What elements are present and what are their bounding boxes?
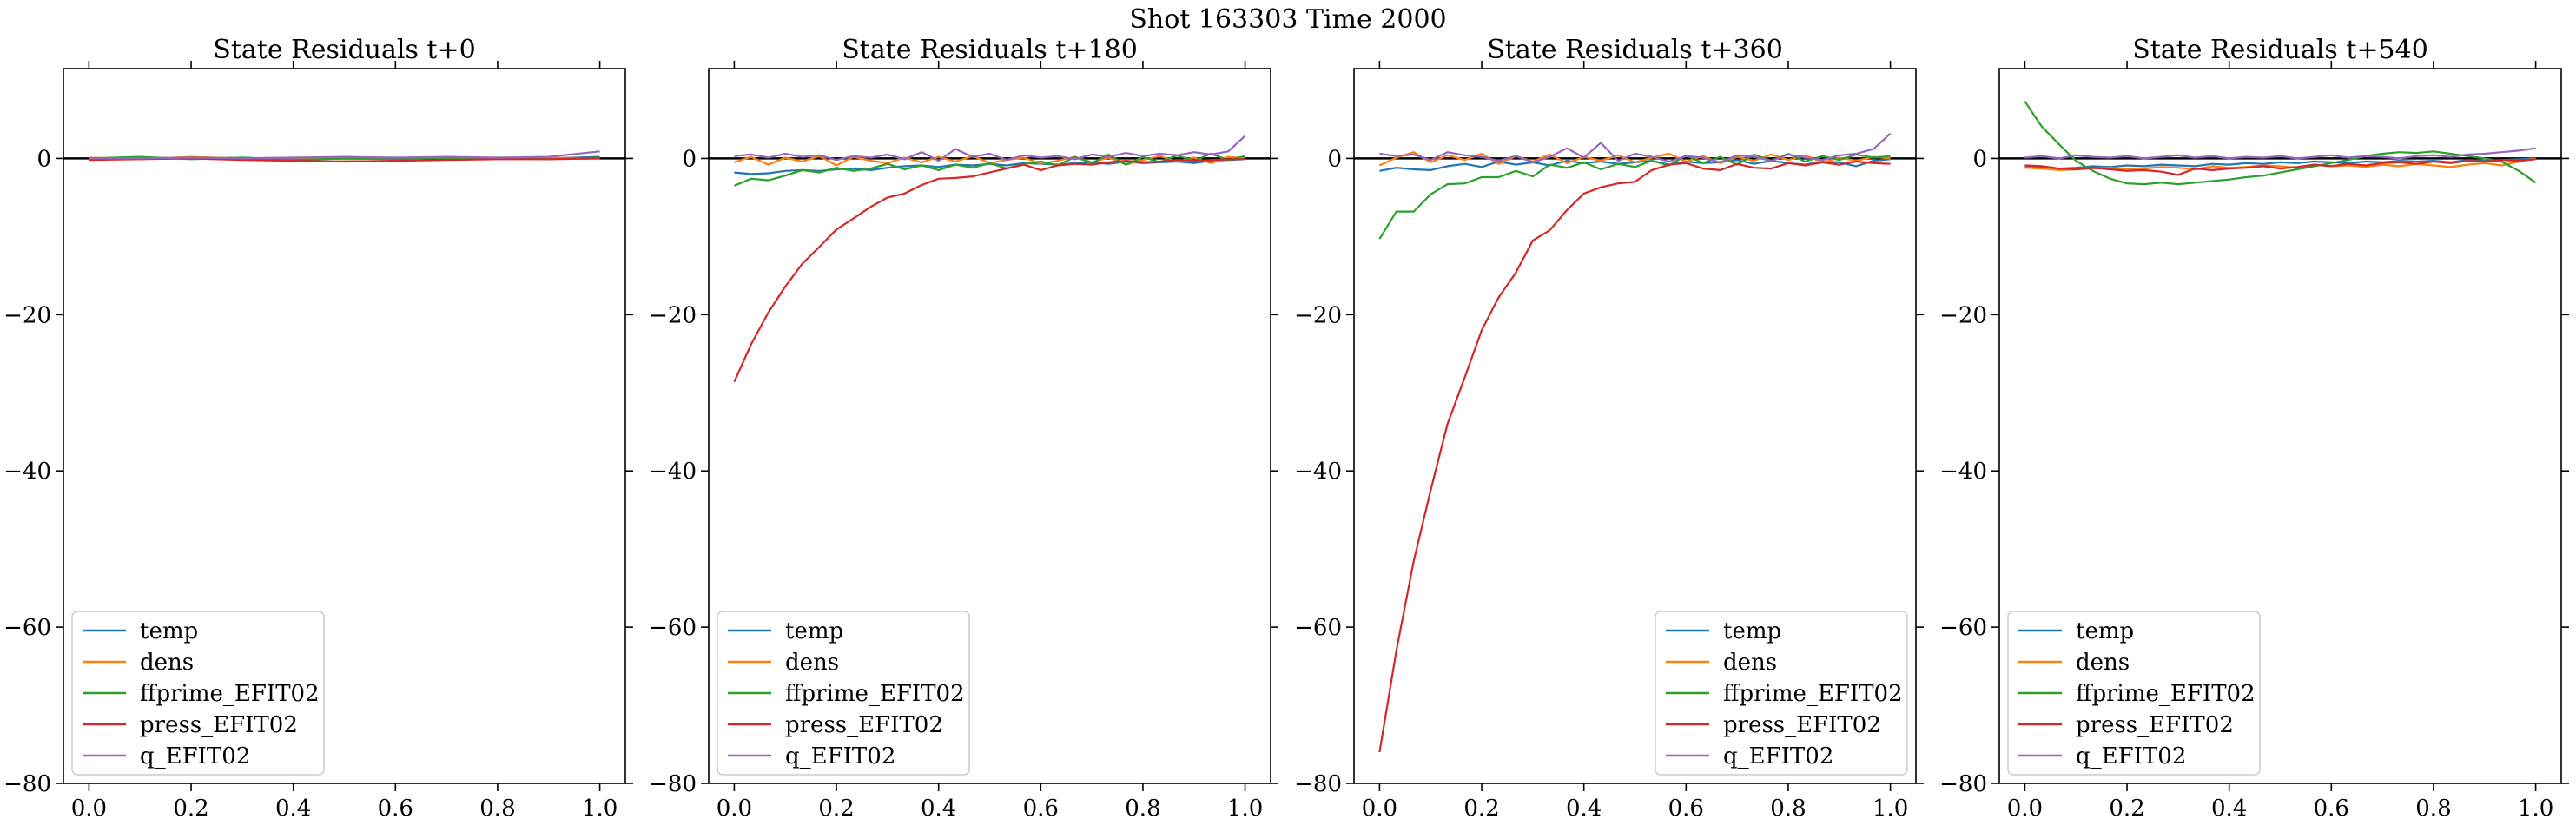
series-line-dens	[1378, 151, 1891, 167]
subplot-title: State Residuals t+540	[2132, 35, 2428, 65]
y-tick-label: −20	[3, 302, 51, 328]
axes-frame	[708, 68, 1271, 784]
legend-box	[717, 611, 970, 776]
y-tick-label: −60	[1939, 615, 1987, 641]
subplot-1: State Residuals t+0 0.0 0.2 0.4 0.6 0.8 1.0 0 −2…	[3, 35, 633, 819]
y-tick-label: −40	[649, 459, 697, 485]
legend-label: press_EFIT02	[140, 712, 298, 738]
legend: temp dens ffprime_EFIT02 press_EFIT02 q_EFIT…	[2007, 611, 2261, 776]
legend-label: ffprime_EFIT02	[785, 681, 965, 707]
x-tick-label: 0.0	[717, 796, 752, 819]
subplot-title: State Residuals t+360	[1487, 35, 1783, 65]
axes-frame	[1353, 68, 1917, 784]
y-tick-label: −40	[1294, 459, 1342, 485]
legend-label: press_EFIT02	[785, 712, 943, 738]
y-tick-label: −80	[3, 771, 51, 797]
legend-label: dens	[140, 650, 194, 676]
x-tick-label: 0.0	[1362, 796, 1397, 819]
x-tick-label: 0.8	[1770, 796, 1806, 819]
subplot-grid: State Residuals t+0 0.0 0.2 0.4 0.6 0.8 1.0 0 −2…	[3, 35, 2569, 819]
subplot-title: State Residuals t+180	[842, 35, 1138, 65]
series-line-ffprime-efit02	[1378, 152, 1891, 240]
figure-suptitle: Shot 163303 Time 2000	[1129, 4, 1446, 35]
legend-label: press_EFIT02	[2076, 712, 2234, 738]
legend-label: q_EFIT02	[2076, 743, 2186, 769]
y-tick-label: −40	[3, 459, 51, 485]
y-tick-label: −20	[1294, 302, 1342, 328]
x-tick-label: 0.8	[1125, 796, 1160, 819]
subplot-3: State Residuals t+360 0.0 0.2 0.4 0.6 0.8 1.0 0…	[1294, 35, 1924, 819]
x-tick-label: 0.0	[2007, 796, 2043, 819]
y-tick-label: −60	[1294, 615, 1342, 641]
subplot-4: State Residuals t+540 0.0 0.2 0.4 0.6 0.8 1.0 0…	[1939, 35, 2569, 819]
x-tick-label: 0.2	[173, 796, 208, 819]
series-line-q-efit02	[2024, 147, 2536, 160]
legend-label: q_EFIT02	[785, 743, 895, 769]
series-line-ffprime-efit02	[2024, 101, 2537, 186]
series-line-q-efit02	[734, 135, 1246, 162]
x-tick-label: 0.6	[378, 796, 413, 819]
x-tick-label: 0.8	[479, 796, 515, 819]
y-tick-label: 0	[1972, 146, 1987, 172]
legend: temp dens ffprime_EFIT02 press_EFIT02 q_EFIT…	[71, 611, 325, 776]
x-tick-label: 1.0	[2518, 796, 2553, 819]
y-tick-label: 0	[36, 146, 51, 172]
legend-label: dens	[785, 650, 839, 676]
legend-label: q_EFIT02	[140, 743, 250, 769]
series-line-press-efit02	[1378, 160, 1891, 753]
x-tick-label: 1.0	[582, 796, 618, 819]
legend-label: temp	[2076, 618, 2134, 644]
y-tick-label: −20	[649, 302, 697, 328]
legend-box	[2007, 611, 2261, 776]
y-tick-label: −80	[1294, 771, 1342, 797]
series-line-q-efit02	[89, 150, 600, 160]
x-tick-label: 0.6	[1668, 796, 1704, 819]
x-tick-label: 1.0	[1227, 796, 1263, 819]
series-line-q-efit02	[1379, 132, 1892, 163]
y-tick-label: 0	[1327, 146, 1342, 172]
legend-label: ffprime_EFIT02	[2076, 681, 2256, 707]
x-tick-label: 0.0	[71, 796, 107, 819]
y-tick-label: −80	[649, 771, 697, 797]
legend: temp dens ffprime_EFIT02 press_EFIT02 q_EFIT…	[717, 611, 970, 776]
x-tick-label: 0.4	[2211, 796, 2247, 819]
legend: temp dens ffprime_EFIT02 press_EFIT02 q_EFIT…	[1655, 611, 1908, 776]
legend-label: ffprime_EFIT02	[140, 681, 320, 707]
y-tick-label: −40	[1939, 459, 1987, 485]
y-tick-label: 0	[682, 146, 697, 172]
legend-label: dens	[1723, 650, 1777, 676]
y-tick-label: −20	[1939, 302, 1987, 328]
legend-label: temp	[785, 618, 843, 644]
x-tick-label: 0.6	[2314, 796, 2349, 819]
legend-label: press_EFIT02	[1723, 712, 1881, 738]
axes-frame	[1998, 68, 2562, 784]
axes-frame	[63, 68, 626, 784]
series-line-press-efit02	[733, 158, 1245, 383]
y-tick-label: −60	[649, 615, 697, 641]
x-tick-label: 0.4	[921, 796, 956, 819]
x-tick-label: 0.4	[1566, 796, 1602, 819]
legend-label: temp	[1723, 618, 1781, 644]
subplot-2: State Residuals t+180 0.0 0.2 0.4 0.6 0.8 1.0 0…	[649, 35, 1278, 819]
legend-label: ffprime_EFIT02	[1723, 681, 1903, 707]
x-tick-label: 0.6	[1023, 796, 1059, 819]
legend-box	[1655, 611, 1908, 776]
y-tick-label: −80	[1939, 771, 1987, 797]
x-tick-label: 0.2	[1463, 796, 1499, 819]
legend-label: temp	[140, 618, 198, 644]
x-tick-label: 0.2	[2109, 796, 2144, 819]
legend-label: q_EFIT02	[1723, 743, 1833, 769]
x-tick-label: 1.0	[1873, 796, 1908, 819]
y-tick-label: −60	[3, 615, 51, 641]
subplot-title: State Residuals t+0	[213, 35, 475, 65]
legend-box	[71, 611, 325, 776]
series-line-dens	[2024, 157, 2536, 171]
series-line-press-efit02	[2024, 158, 2536, 176]
x-tick-label: 0.2	[818, 796, 854, 819]
legend-label: dens	[2076, 650, 2130, 676]
x-tick-label: 0.4	[275, 796, 311, 819]
x-tick-label: 0.8	[2415, 796, 2451, 819]
